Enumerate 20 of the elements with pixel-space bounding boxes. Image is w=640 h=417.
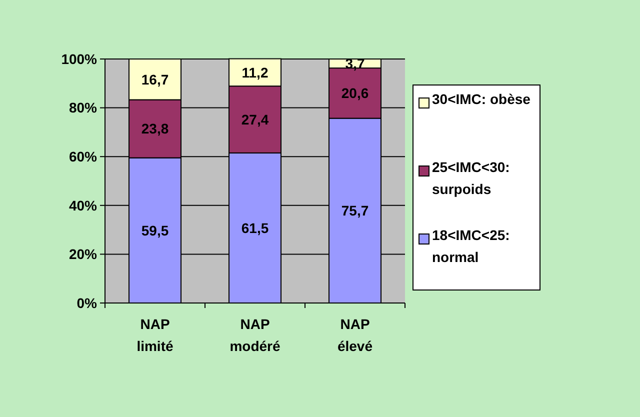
x-tick-label: NAP élevé	[337, 316, 373, 354]
legend-label: 30<IMC: obèse	[432, 91, 531, 107]
data-label: 11,2	[242, 64, 268, 80]
legend-label: 18<IMC<25: normal	[432, 227, 510, 265]
y-tick-label: 80%	[68, 100, 98, 116]
data-label: 75,7	[341, 202, 369, 219]
data-label: 23,8	[141, 120, 169, 137]
data-label: 16,7	[141, 71, 169, 88]
y-tick-label: 60%	[68, 148, 98, 164]
y-tick-label: 40%	[68, 197, 98, 214]
data-label: 20,6	[341, 85, 369, 102]
data-label: 27,4	[241, 111, 269, 128]
y-tick-label: 0%	[76, 294, 98, 311]
data-label: 59,5	[141, 222, 169, 238]
y-tick-label: 20%	[68, 246, 98, 262]
x-tick-label: NAP limité	[136, 316, 174, 354]
x-tick-label: NAP modéré	[230, 316, 280, 354]
y-tick-label: 100%	[61, 50, 98, 67]
legend-label: 25<IMC<30: surpoids	[432, 159, 510, 197]
data-label: 61,5	[241, 220, 269, 236]
